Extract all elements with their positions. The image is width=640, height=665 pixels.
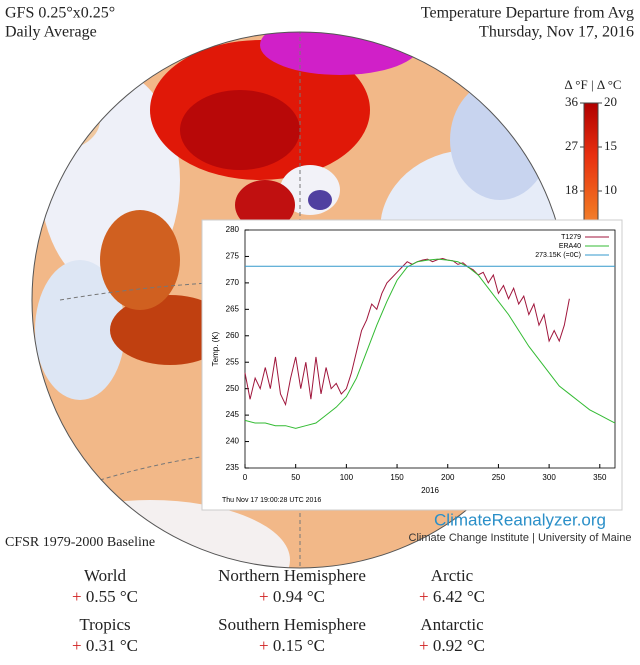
anomaly-value: 0.94 °C xyxy=(273,587,325,606)
region-anomaly: + 0.55 °C xyxy=(72,587,138,606)
x-tick-label: 200 xyxy=(441,473,455,482)
region-anomaly: + 0.15 °C xyxy=(259,636,325,655)
baseline: CFSR 1979-2000 Baseline xyxy=(5,535,155,550)
anomaly-sign: + xyxy=(72,587,82,606)
colorbar-f-tick: 36 xyxy=(565,94,579,109)
colorbar-label: Δ °F | Δ °C xyxy=(564,77,621,92)
region-name: Antarctic xyxy=(420,615,484,634)
x-tick-label: 250 xyxy=(492,473,506,482)
anomaly-value: 0.31 °C xyxy=(86,636,138,655)
y-tick-label: 245 xyxy=(226,410,240,419)
x-tick-label: 50 xyxy=(291,473,300,482)
region-name: World xyxy=(84,566,127,585)
institute: Climate Change Institute | University of… xyxy=(409,532,632,544)
region-anomaly: + 0.31 °C xyxy=(72,636,138,655)
region-name: Southern Hemisphere xyxy=(218,615,366,634)
legend-label: 273.15K (=0C) xyxy=(535,252,581,259)
region-name: Arctic xyxy=(431,566,474,585)
y-axis-label: Temp. (K) xyxy=(211,331,220,366)
anomaly-value: 6.42 °C xyxy=(433,587,485,606)
anomaly-sign: + xyxy=(259,636,269,655)
colorbar-c-tick: 15 xyxy=(604,138,617,153)
anomaly-sign: + xyxy=(419,587,429,606)
anomaly-sign: + xyxy=(259,587,269,606)
map-date: Thursday, Nov 17, 2016 xyxy=(479,24,634,41)
legend-label: T1279 xyxy=(561,234,581,241)
x-tick-label: 300 xyxy=(542,473,556,482)
region-name: Northern Hemisphere xyxy=(218,566,366,585)
site-name: ClimateReanalyzer.org xyxy=(434,510,606,529)
model-title: GFS 0.25°x0.25° xyxy=(5,5,115,22)
plot-frame xyxy=(244,229,616,469)
region-anomaly: + 6.42 °C xyxy=(419,587,485,606)
y-tick-label: 280 xyxy=(226,225,240,234)
legend-label: ERA40 xyxy=(559,243,581,250)
region-anomaly: + 0.94 °C xyxy=(259,587,325,606)
colorbar-f-tick: 27 xyxy=(565,138,579,153)
y-tick-label: 260 xyxy=(226,331,240,340)
series-line xyxy=(244,258,616,429)
timestamp: Thu Nov 17 19:00:28 UTC 2016 xyxy=(222,497,321,504)
x-axis-label: 2016 xyxy=(421,486,439,495)
y-tick-label: 235 xyxy=(226,463,240,472)
map-title: Temperature Departure from Avg xyxy=(421,5,634,22)
series-line xyxy=(244,258,570,407)
anomaly-sign: + xyxy=(72,636,82,655)
colorbar-f-tick: 18 xyxy=(565,182,578,197)
anomaly-value: 0.55 °C xyxy=(86,587,138,606)
x-tick-label: 350 xyxy=(593,473,607,482)
anomaly-sign: + xyxy=(419,636,429,655)
anomaly-value: 0.92 °C xyxy=(433,636,485,655)
colorbar-c-tick: 10 xyxy=(604,182,617,197)
model-subtitle: Daily Average xyxy=(5,24,97,41)
region-anomaly: + 0.92 °C xyxy=(419,636,485,655)
y-tick-label: 270 xyxy=(226,278,240,287)
y-tick-label: 240 xyxy=(226,437,240,446)
y-tick-label: 265 xyxy=(226,304,240,313)
y-tick-label: 275 xyxy=(226,252,240,261)
region-name: Tropics xyxy=(79,615,130,634)
x-tick-label: 100 xyxy=(340,473,354,482)
anomaly-value: 0.15 °C xyxy=(273,636,325,655)
x-tick-label: 150 xyxy=(390,473,404,482)
colorbar-c-tick: 20 xyxy=(604,94,617,109)
y-tick-label: 250 xyxy=(226,384,240,393)
inset-chart xyxy=(201,219,623,511)
x-tick-label: 0 xyxy=(243,473,248,482)
y-tick-label: 255 xyxy=(226,357,240,366)
